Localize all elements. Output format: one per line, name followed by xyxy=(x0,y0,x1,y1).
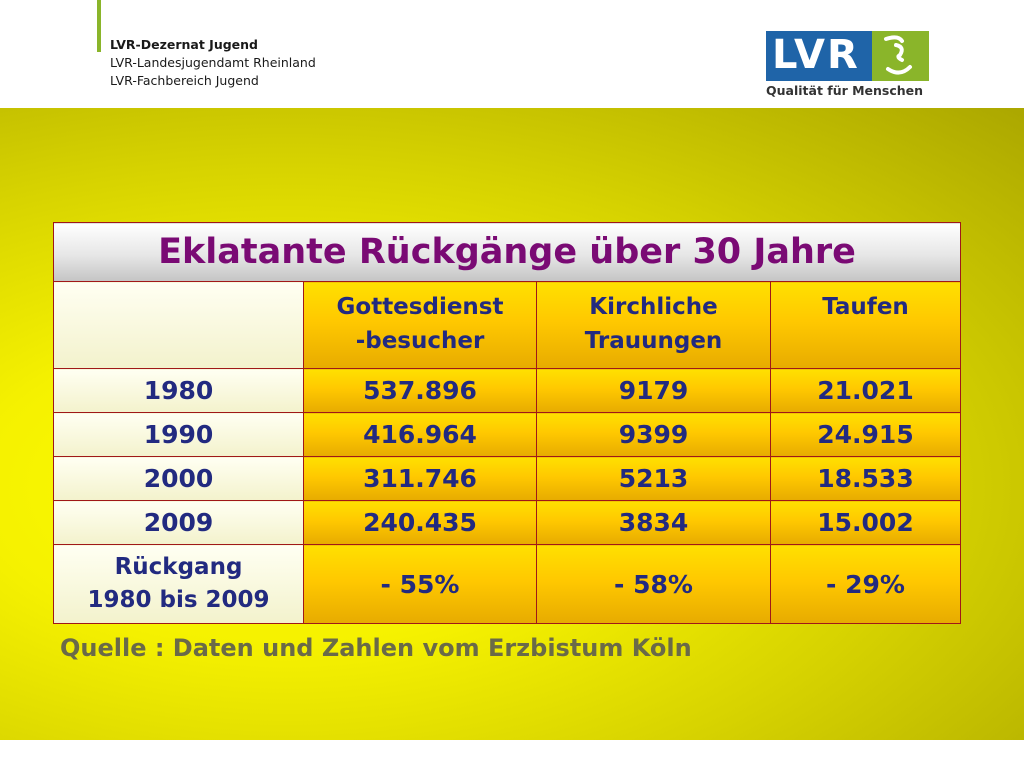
source-note: Quelle : Daten und Zahlen vom Erzbistum … xyxy=(60,634,692,662)
header-col1-line2: -besucher xyxy=(304,324,536,358)
cell-taufen: 15.002 xyxy=(771,501,961,545)
org-line-2: LVR-Landesjugendamt Rheinland xyxy=(110,54,316,72)
row-label: 1980 xyxy=(54,369,304,413)
row-label: 2000 xyxy=(54,457,304,501)
header-empty-cell xyxy=(54,282,304,369)
row-label: 2009 xyxy=(54,501,304,545)
org-line-1: LVR-Dezernat Jugend xyxy=(110,36,316,54)
cell-trauungen: 5213 xyxy=(537,457,771,501)
bottom-strip xyxy=(0,740,1024,768)
table-header-row: Gottesdienst -besucher Kirchliche Trauun… xyxy=(54,282,961,369)
cell-taufen: 18.533 xyxy=(771,457,961,501)
org-line-3: LVR-Fachbereich Jugend xyxy=(110,72,316,90)
decline-taufen: - 29% xyxy=(771,545,961,624)
header-taufen: Taufen xyxy=(771,282,961,369)
decline-row: Rückgang 1980 bis 2009 - 55% - 58% - 29% xyxy=(54,545,961,624)
cell-gottesdienstbesucher: 311.746 xyxy=(304,457,537,501)
decline-label: Rückgang 1980 bis 2009 xyxy=(54,545,304,624)
header: LVR-Dezernat Jugend LVR-Landesjugendamt … xyxy=(0,0,1024,108)
header-col1-line1: Gottesdienst xyxy=(304,290,536,324)
statistics-table: Eklatante Rückgänge über 30 Jahre Gottes… xyxy=(53,222,961,624)
decline-gottesdienstbesucher: - 55% xyxy=(304,545,537,624)
header-col2-line1: Kirchliche xyxy=(537,290,770,324)
cell-trauungen: 3834 xyxy=(537,501,771,545)
table-title: Eklatante Rückgänge über 30 Jahre xyxy=(54,223,961,282)
table-row: 2000 311.746 5213 18.533 xyxy=(54,457,961,501)
table-row: 1990 416.964 9399 24.915 xyxy=(54,413,961,457)
header-col2-line2: Trauungen xyxy=(537,324,770,358)
cell-taufen: 21.021 xyxy=(771,369,961,413)
cell-trauungen: 9179 xyxy=(537,369,771,413)
cell-gottesdienstbesucher: 416.964 xyxy=(304,413,537,457)
table-row: 2009 240.435 3834 15.002 xyxy=(54,501,961,545)
row-label: 1990 xyxy=(54,413,304,457)
table-row: 1980 537.896 9179 21.021 xyxy=(54,369,961,413)
cell-taufen: 24.915 xyxy=(771,413,961,457)
cell-trauungen: 9399 xyxy=(537,413,771,457)
header-kirchliche-trauungen: Kirchliche Trauungen xyxy=(537,282,771,369)
logo-blue-box: LVR xyxy=(766,31,872,81)
logo-text: LVR xyxy=(772,32,860,78)
cell-gottesdienstbesucher: 537.896 xyxy=(304,369,537,413)
decline-label-line1: Rückgang xyxy=(54,551,303,584)
decline-trauungen: - 58% xyxy=(537,545,771,624)
logo-tagline: Qualität für Menschen xyxy=(766,83,923,98)
cell-gottesdienstbesucher: 240.435 xyxy=(304,501,537,545)
table-title-row: Eklatante Rückgänge über 30 Jahre xyxy=(54,223,961,282)
organization-block: LVR-Dezernat Jugend LVR-Landesjugendamt … xyxy=(110,36,316,90)
lvr-logo: LVR Qualität für Menschen xyxy=(766,31,930,101)
logo-face-icon xyxy=(872,31,929,81)
header-gottesdienstbesucher: Gottesdienst -besucher xyxy=(304,282,537,369)
decline-label-line2: 1980 bis 2009 xyxy=(54,584,303,617)
accent-bar xyxy=(97,0,101,52)
